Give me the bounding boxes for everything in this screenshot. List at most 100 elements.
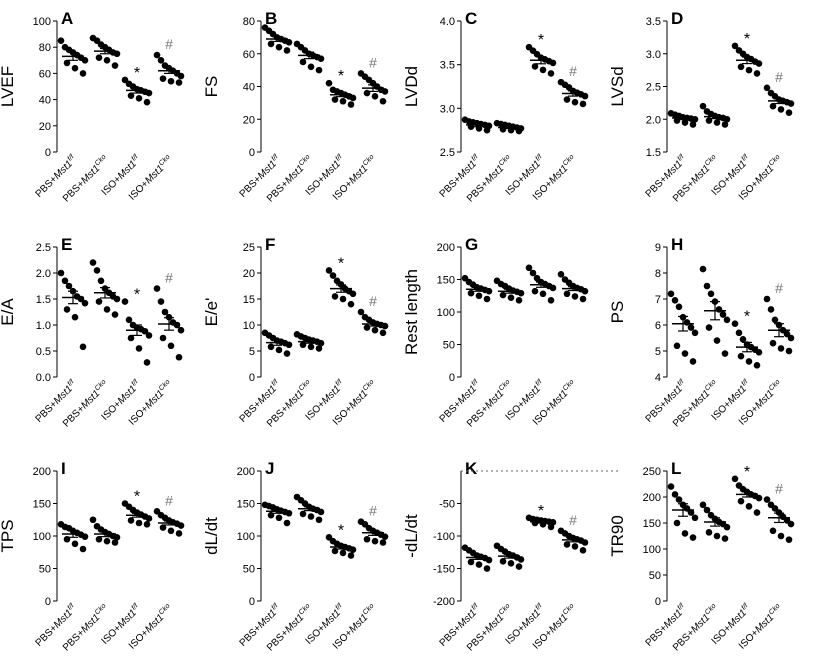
data-point [285,38,293,46]
data-point [315,345,323,352]
y-tick-label: 25 [243,242,255,254]
y-axis-label: -dL/dt [402,514,421,558]
y-tick-label: 2.5 [440,147,455,159]
data-point [379,329,387,337]
panel-letter: C [465,9,477,28]
y-tick-label: 0.5 [36,346,51,358]
data-point [689,358,697,365]
data-point [721,350,729,357]
data-point [753,70,761,77]
hash-marker: # [775,69,783,85]
panel-letter: K [465,459,478,478]
y-tick-label: 2.0 [36,268,51,280]
data-point [703,282,711,290]
data-point [699,102,707,110]
data-point [371,93,379,100]
panel-e: EE/A0.00.51.01.52.02.5PBS+Mst1f/fPBS+Mst… [0,235,185,430]
group-label-superscript: Cko [768,379,782,393]
data-point [79,70,87,77]
data-point [681,119,689,126]
y-tick-label: 80 [39,42,51,54]
y-tick-label: 80 [243,16,255,28]
data-point [61,277,69,285]
data-point [525,264,533,272]
group-label-superscript: f/f [471,378,481,388]
hash-marker: # [775,481,783,497]
y-tick-label: 250 [643,466,661,478]
data-point [283,519,291,527]
data-point [787,334,795,342]
data-point [755,60,763,67]
group-label-superscript: f/f [271,602,281,612]
data-point [581,92,589,100]
y-axis-label: TR90 [608,515,627,557]
panel-letter: B [265,9,277,28]
data-point [79,343,87,351]
data-point [705,529,713,536]
data-point [571,293,579,300]
data-point [381,88,389,95]
data-point [63,306,71,313]
y-axis-label: LVDd [402,66,421,107]
data-point [777,532,785,540]
group-label-superscript: Cko [94,379,108,393]
star-marker: * [134,287,140,304]
group-label-superscript: f/f [67,153,77,163]
data-point [347,300,355,308]
y-tick-label: 0 [45,147,51,159]
data-point [667,483,675,490]
y-tick-label: 8 [655,268,661,280]
hash-marker: # [569,512,577,528]
data-point [349,290,357,298]
data-point [739,336,747,343]
group-label-superscript: Cko [768,603,782,617]
data-point [283,47,291,54]
data-point [347,101,355,108]
hash-marker: # [569,63,577,79]
data-point [135,519,143,527]
group-label-superscript: f/f [131,153,141,163]
data-point [113,50,121,58]
data-point [579,100,587,108]
data-point [143,359,151,366]
y-tick-label: 20 [243,268,255,280]
data-point [785,536,793,543]
y-tick-label: 200 [437,242,455,254]
y-tick-label: 4.0 [440,16,455,28]
y-tick-label: 40 [39,95,51,107]
y-tick-label: 100 [643,544,661,556]
data-point [721,121,729,128]
group-label-superscript: Cko [498,154,512,168]
y-tick-label: 1.5 [36,294,51,306]
y-axis-label: FS [202,76,221,98]
group-label-superscript: Cko [498,603,512,617]
data-point [771,505,779,512]
data-point [127,334,135,342]
data-point [787,520,795,528]
group-label-superscript: f/f [741,153,751,163]
y-tick-label: 150 [643,518,661,530]
data-point [723,523,731,531]
panel-letter: I [61,459,66,478]
data-point [103,306,111,313]
data-point [755,494,763,502]
data-point [71,64,79,72]
data-point [745,66,753,74]
data-point [127,92,135,99]
group-label-superscript: Cko [768,154,782,168]
data-point [95,54,103,61]
data-point [283,350,291,357]
data-point [325,79,333,87]
hash-marker: # [165,36,173,52]
data-point [675,303,683,311]
y-tick-label: 0 [449,372,455,384]
data-point [167,77,175,85]
data-point [167,342,175,350]
data-point [329,272,337,279]
data-point [317,55,325,62]
data-point [681,530,689,537]
data-point [475,561,483,568]
data-point [299,510,307,518]
data-point [755,349,763,356]
group-label-superscript: f/f [677,378,687,388]
